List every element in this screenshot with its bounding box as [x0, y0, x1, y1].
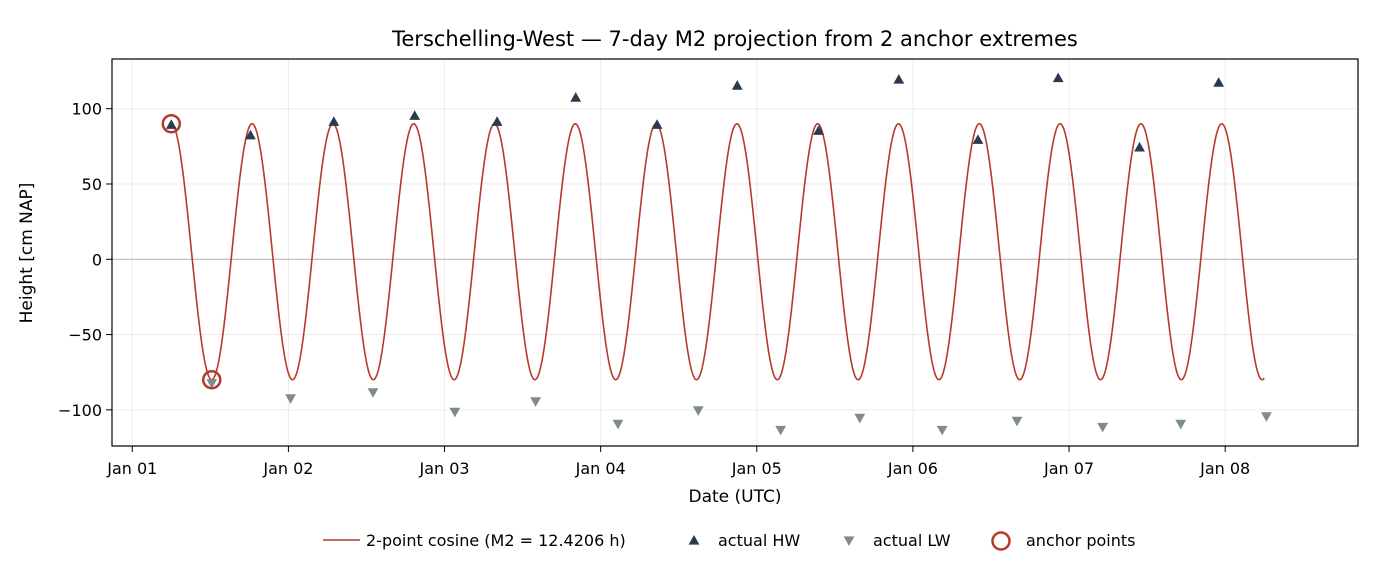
x-tick-label: Jan 02	[262, 459, 313, 478]
actual-lw-point	[285, 394, 296, 404]
actual-lw-point	[1097, 422, 1109, 433]
y-tick-label: −50	[68, 326, 102, 345]
plot-background	[112, 59, 1358, 446]
actual-hw-point	[1134, 141, 1145, 152]
actual-hw-point	[570, 92, 582, 102]
actual-hw-point	[328, 116, 340, 126]
legend-lw-swatch	[843, 536, 855, 546]
series-layer	[161, 72, 1272, 436]
x-tick-label: Jan 08	[1199, 459, 1250, 478]
actual-lw-point	[612, 419, 624, 430]
actual-hw-point	[972, 134, 984, 144]
legend-hw-swatch	[688, 535, 700, 545]
y-tick-label: 100	[71, 100, 102, 119]
legend: 2-point cosine (M2 = 12.4206 h) actual HW…	[323, 531, 1135, 551]
actual-lw-point	[449, 407, 461, 418]
anchor-point	[201, 369, 222, 390]
actual-hw-point	[491, 116, 503, 126]
actual-hw-point	[813, 125, 824, 135]
actual-hw-point	[1213, 77, 1225, 87]
actual-hw-point	[651, 119, 663, 129]
actual-lw-point	[367, 388, 379, 398]
y-tick-label: 0	[92, 250, 102, 269]
actual-lw-point	[775, 425, 787, 436]
actual-hw-point	[893, 74, 905, 84]
y-tick-label: 50	[82, 175, 102, 194]
plot-border	[111, 58, 1359, 447]
actual-lw-point	[206, 379, 218, 389]
legend-anchor-swatch	[991, 531, 1011, 551]
y-tick-label: −100	[58, 401, 102, 420]
legend-label: anchor points	[1026, 531, 1135, 550]
x-tick-label: Jan 03	[418, 459, 469, 478]
actual-lw-point	[530, 397, 542, 407]
plot-area	[112, 59, 1358, 446]
x-tick-label: Jan 07	[1043, 459, 1094, 478]
actual-lw-point	[936, 425, 948, 436]
actual-hw-point	[165, 119, 177, 129]
plot-frame	[111, 58, 1359, 447]
axis-ticks: Jan 01 Jan 02 Jan 03 Jan 04 Jan 05 Jan 06 Jan …	[58, 100, 1250, 478]
legend-label: actual HW	[718, 531, 800, 550]
actual-hw-point	[409, 110, 421, 120]
actual-lw-point	[1260, 412, 1272, 422]
legend-label: 2-point cosine (M2 = 12.4206 h)	[366, 531, 626, 550]
y-axis-label: Height [cm NAP]	[17, 183, 37, 324]
anchor-point	[161, 114, 182, 134]
x-tick-label: Jan 04	[575, 459, 626, 478]
actual-lw-point	[1175, 419, 1187, 430]
actual-hw-point	[245, 129, 256, 140]
actual-lw-point	[854, 413, 866, 424]
actual-hw-point	[731, 80, 743, 90]
chart-title: Terschelling-West — 7-day M2 projection …	[391, 27, 1078, 51]
actual-lw-point	[692, 406, 704, 416]
actual-lw-point	[1011, 416, 1023, 427]
x-axis-label: Date (UTC)	[688, 487, 781, 507]
actual-hw-point	[1052, 72, 1064, 83]
x-tick-label: Jan 06	[887, 459, 938, 478]
x-tick-label: Jan 05	[731, 459, 782, 478]
legend-label: actual LW	[873, 531, 951, 550]
x-tick-label: Jan 01	[106, 459, 157, 478]
cosine-projection-line	[171, 122, 1265, 381]
